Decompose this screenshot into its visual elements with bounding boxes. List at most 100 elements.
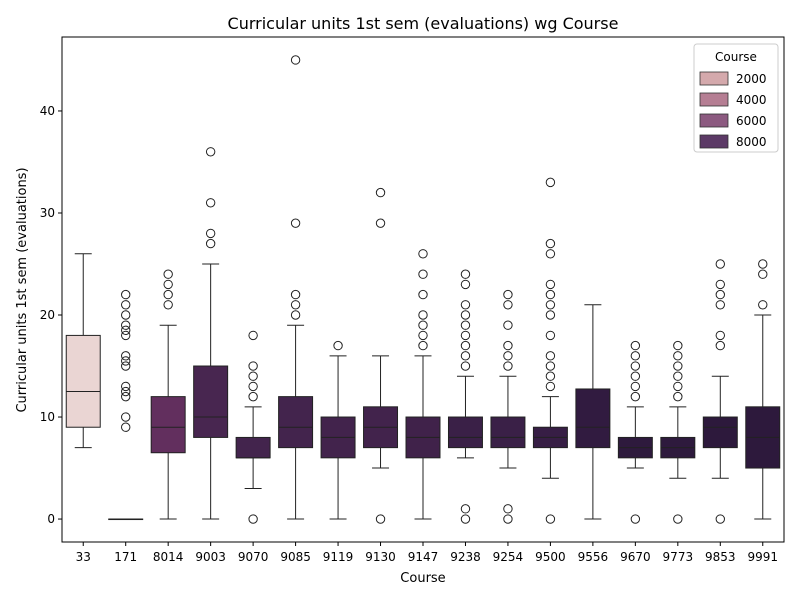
box-9853 bbox=[702, 259, 738, 524]
y-tick-label: 30 bbox=[40, 206, 55, 220]
box-9254 bbox=[490, 289, 526, 524]
outlier-point bbox=[248, 381, 258, 392]
outlier-point bbox=[715, 279, 725, 290]
x-tick-label: 171 bbox=[114, 550, 137, 564]
outlier-point bbox=[121, 325, 131, 336]
box-8014 bbox=[150, 269, 186, 520]
outlier-point bbox=[418, 310, 428, 320]
outlier-point bbox=[418, 269, 428, 279]
outlier-point bbox=[630, 371, 641, 381]
outlier-point bbox=[545, 351, 556, 361]
x-tick-label: 9254 bbox=[493, 550, 524, 564]
legend-label: 4000 bbox=[736, 93, 767, 107]
outlier-point bbox=[121, 412, 131, 422]
box-9670 bbox=[617, 340, 653, 524]
iqr-box bbox=[575, 388, 611, 449]
outlier-point bbox=[290, 55, 301, 65]
y-tick-label: 20 bbox=[40, 308, 55, 322]
outlier-point bbox=[503, 320, 513, 330]
x-tick-label: 9853 bbox=[705, 550, 736, 564]
iqr-box bbox=[193, 365, 229, 438]
box-9003 bbox=[193, 147, 229, 520]
outlier-point bbox=[121, 289, 131, 300]
outlier-point bbox=[673, 371, 683, 381]
box-171 bbox=[108, 289, 144, 521]
outlier-point bbox=[503, 514, 513, 524]
x-tick-label: 9238 bbox=[450, 550, 481, 564]
outlier-point bbox=[418, 249, 428, 259]
outlier-point bbox=[121, 310, 131, 320]
x-tick-label: 9991 bbox=[747, 550, 778, 564]
outlier-point bbox=[460, 361, 471, 371]
outlier-point bbox=[673, 340, 683, 351]
outlier-point bbox=[248, 371, 258, 381]
legend: Course 2000 4000 6000 8000 bbox=[693, 43, 779, 153]
outlier-point bbox=[290, 289, 301, 300]
outlier-point bbox=[163, 269, 173, 279]
y-tick-label: 40 bbox=[40, 104, 55, 118]
y-tick-label: 0 bbox=[47, 512, 55, 526]
outlier-point bbox=[121, 381, 131, 392]
legend-swatch bbox=[699, 113, 729, 128]
outlier-point bbox=[673, 391, 683, 402]
legend-label: 6000 bbox=[736, 114, 767, 128]
outlier-point bbox=[163, 279, 173, 290]
iqr-box bbox=[65, 334, 101, 428]
outlier-point bbox=[545, 330, 556, 341]
outlier-point bbox=[545, 177, 556, 188]
legend-label: 8000 bbox=[736, 135, 767, 149]
outlier-point bbox=[460, 504, 471, 514]
outlier-point bbox=[630, 351, 641, 361]
outlier-point bbox=[205, 147, 216, 157]
outlier-point bbox=[758, 269, 768, 279]
outlier-point bbox=[673, 514, 683, 524]
outlier-point bbox=[630, 361, 641, 371]
outlier-point bbox=[673, 351, 683, 361]
outlier-point bbox=[121, 391, 131, 402]
outlier-point bbox=[460, 330, 471, 341]
box-9070 bbox=[235, 330, 271, 524]
outlier-point bbox=[248, 514, 258, 524]
outlier-point bbox=[205, 198, 216, 208]
x-tick-label: 9556 bbox=[578, 550, 609, 564]
outlier-point bbox=[630, 340, 641, 351]
x-tick-label: 9119 bbox=[323, 550, 354, 564]
outlier-point bbox=[715, 330, 725, 341]
outlier-point bbox=[460, 514, 471, 524]
outlier-point bbox=[290, 218, 301, 228]
outlier-point bbox=[673, 381, 683, 392]
x-tick-label: 33 bbox=[76, 550, 91, 564]
y-axis-label: Curricular units 1st sem (evaluations) bbox=[15, 167, 30, 412]
box-9556 bbox=[575, 304, 611, 520]
iqr-box bbox=[490, 416, 526, 449]
outlier-point bbox=[503, 289, 513, 300]
x-tick-label: 9670 bbox=[620, 550, 651, 564]
outlier-point bbox=[121, 320, 131, 330]
outlier-point bbox=[715, 300, 725, 310]
outlier-point bbox=[758, 300, 768, 310]
outlier-point bbox=[418, 340, 428, 351]
outlier-point bbox=[503, 361, 513, 371]
outlier-point bbox=[715, 259, 725, 269]
iqr-box bbox=[235, 436, 271, 459]
outlier-point bbox=[715, 514, 725, 524]
iqr-box bbox=[278, 396, 314, 449]
y-tick-label: 10 bbox=[40, 410, 55, 424]
x-tick-label: 9147 bbox=[408, 550, 439, 564]
x-tick-label: 9130 bbox=[365, 550, 396, 564]
outlier-point bbox=[418, 320, 428, 330]
x-tick-label: 8014 bbox=[153, 550, 184, 564]
outlier-point bbox=[715, 289, 725, 300]
outlier-point bbox=[205, 238, 216, 249]
box-9991 bbox=[745, 259, 781, 520]
outlier-point bbox=[673, 361, 683, 371]
outlier-point bbox=[375, 187, 386, 198]
outlier-point bbox=[545, 371, 556, 381]
outlier-point bbox=[418, 289, 428, 300]
outlier-point bbox=[460, 300, 471, 310]
box-9500 bbox=[532, 177, 568, 524]
outlier-point bbox=[460, 351, 471, 361]
outlier-point bbox=[630, 391, 641, 402]
box-33 bbox=[65, 253, 101, 449]
